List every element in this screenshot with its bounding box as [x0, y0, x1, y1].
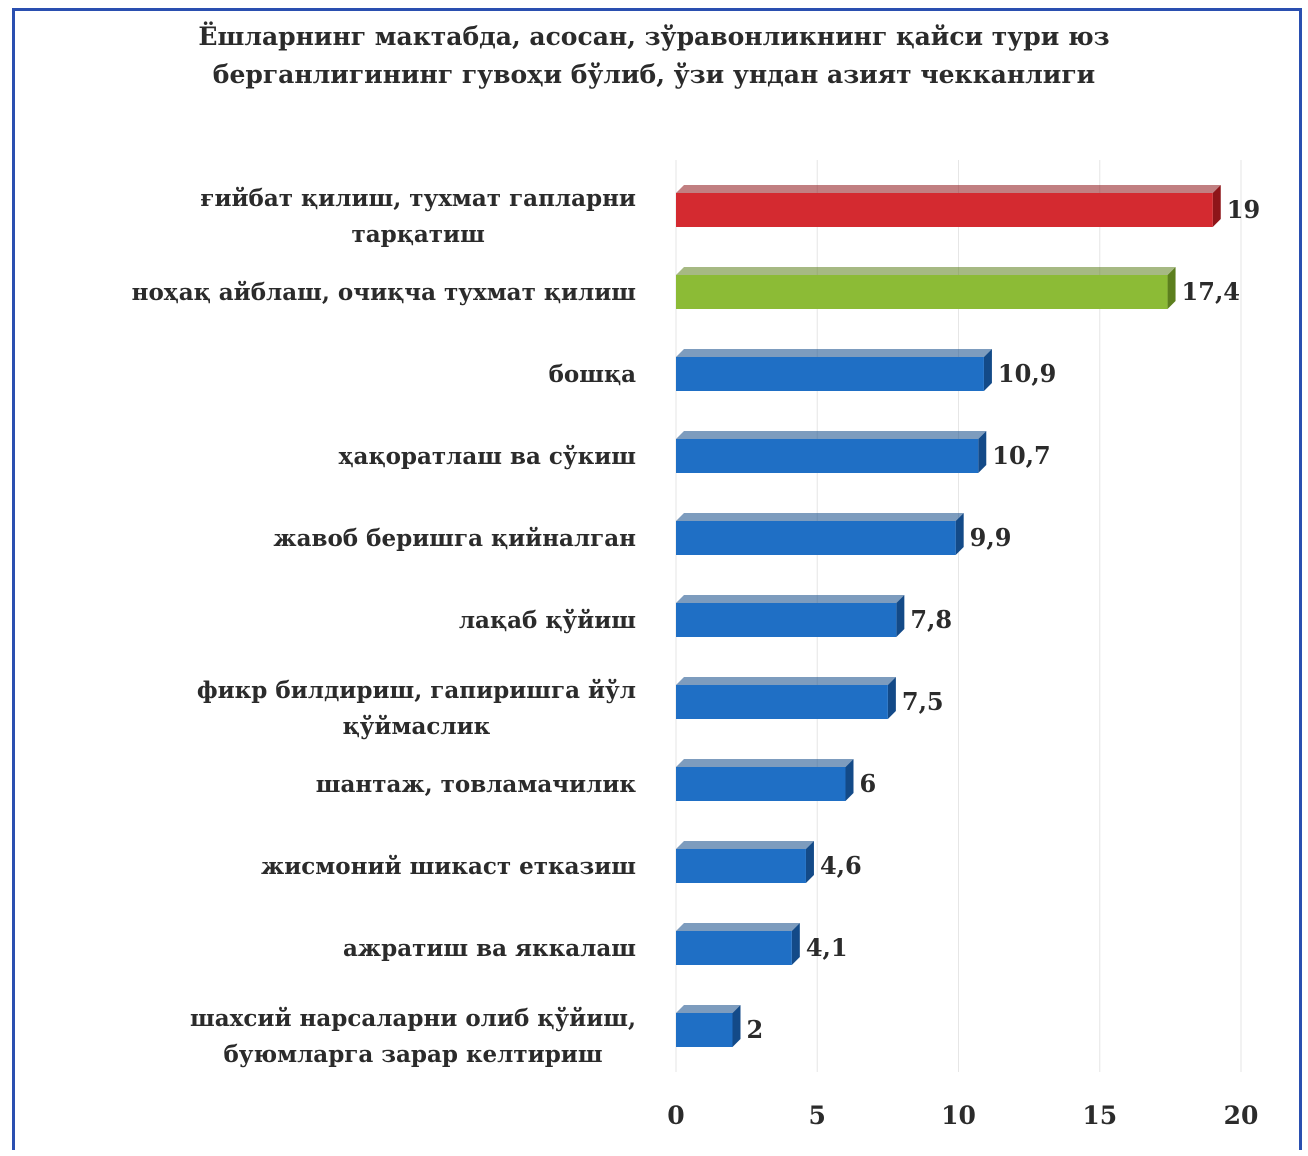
bar-2: [676, 357, 984, 391]
value-label-0: 19: [1227, 195, 1260, 224]
bar-side-7: [845, 759, 854, 801]
category-label-7: шантаж, товламачилик: [316, 771, 637, 798]
bar-10: [676, 1013, 733, 1047]
category-label-2: бошқа: [549, 361, 637, 388]
bar-side-2: [983, 349, 992, 391]
bar-top-5: [676, 595, 905, 603]
bar-side-9: [791, 923, 800, 965]
bar-6: [676, 685, 888, 719]
bar-top-1: [676, 267, 1176, 275]
bar-top-4: [676, 513, 964, 521]
category-label-6-line-0: фикр билдириш, гапиришга йўл: [197, 677, 636, 704]
bar-side-5: [896, 595, 905, 637]
chart-title-line-1: Ёшларнинг мактабда, асосан, зўравонликни…: [198, 22, 1110, 51]
x-tick-label-3: 15: [1082, 1101, 1117, 1130]
chart-title-line-2: берганлигининг гувоҳи бўлиб, ўзи ундан а…: [212, 60, 1096, 89]
category-label-0-line-0: ғийбат қилиш, тухмат гапларни: [200, 185, 636, 212]
category-label-10-line-0: шахсий нарсаларни олиб қўйиш,: [190, 1005, 636, 1032]
bar-side-8: [805, 841, 814, 883]
category-label-0-line-1: тарқатиш: [352, 221, 485, 248]
bar-top-10: [676, 1005, 741, 1013]
value-label-7: 6: [860, 769, 877, 798]
bar-5: [676, 603, 897, 637]
value-label-8: 4,6: [820, 851, 862, 880]
category-label-5: лақаб қўйиш: [459, 607, 636, 634]
bar-side-3: [978, 431, 987, 473]
bar-side-0: [1212, 185, 1221, 227]
bar-top-9: [676, 923, 800, 931]
category-label-6-line-1: қўймаслик: [343, 713, 491, 740]
category-label-3: ҳақоратлаш ва сўкиш: [339, 443, 636, 470]
value-label-1: 17,4: [1182, 277, 1240, 306]
bar-top-2: [676, 349, 992, 357]
chart-title: Ёшларнинг мактабда, асосан, зўравонликни…: [0, 18, 1308, 94]
bar-side-4: [955, 513, 964, 555]
category-label-9: ажратиш ва яккалаш: [343, 935, 636, 962]
x-tick-label-2: 10: [941, 1101, 976, 1130]
bar-4: [676, 521, 956, 555]
x-tick-label-0: 0: [667, 1101, 684, 1130]
bar-top-3: [676, 431, 987, 439]
value-label-4: 9,9: [970, 523, 1012, 552]
bar-9: [676, 931, 792, 965]
category-label-10-line-1: буюмларга зарар келтириш: [223, 1041, 602, 1068]
bar-top-0: [676, 185, 1221, 193]
bar-1: [676, 275, 1168, 309]
category-label-1: ноҳақ айблаш, очиқча тухмат қилиш: [132, 279, 636, 306]
value-label-5: 7,8: [910, 605, 952, 634]
bar-top-7: [676, 759, 854, 767]
value-label-2: 10,9: [998, 359, 1056, 388]
bar-3: [676, 439, 979, 473]
bar-side-10: [732, 1005, 741, 1047]
value-label-6: 7,5: [902, 687, 944, 716]
bar-7: [676, 767, 846, 801]
x-tick-label-1: 5: [809, 1101, 826, 1130]
value-label-3: 10,7: [992, 441, 1050, 470]
category-label-8: жисмоний шикаст етказиш: [261, 853, 636, 880]
value-label-9: 4,1: [806, 933, 848, 962]
bar-0: [676, 193, 1213, 227]
bar-8: [676, 849, 806, 883]
value-label-10: 2: [747, 1015, 764, 1044]
bar-side-1: [1167, 267, 1176, 309]
bar-top-8: [676, 841, 814, 849]
bar-side-6: [887, 677, 896, 719]
bar-top-6: [676, 677, 896, 685]
category-label-4: жавоб беришга қийналган: [273, 525, 636, 552]
x-tick-label-4: 20: [1224, 1101, 1259, 1130]
